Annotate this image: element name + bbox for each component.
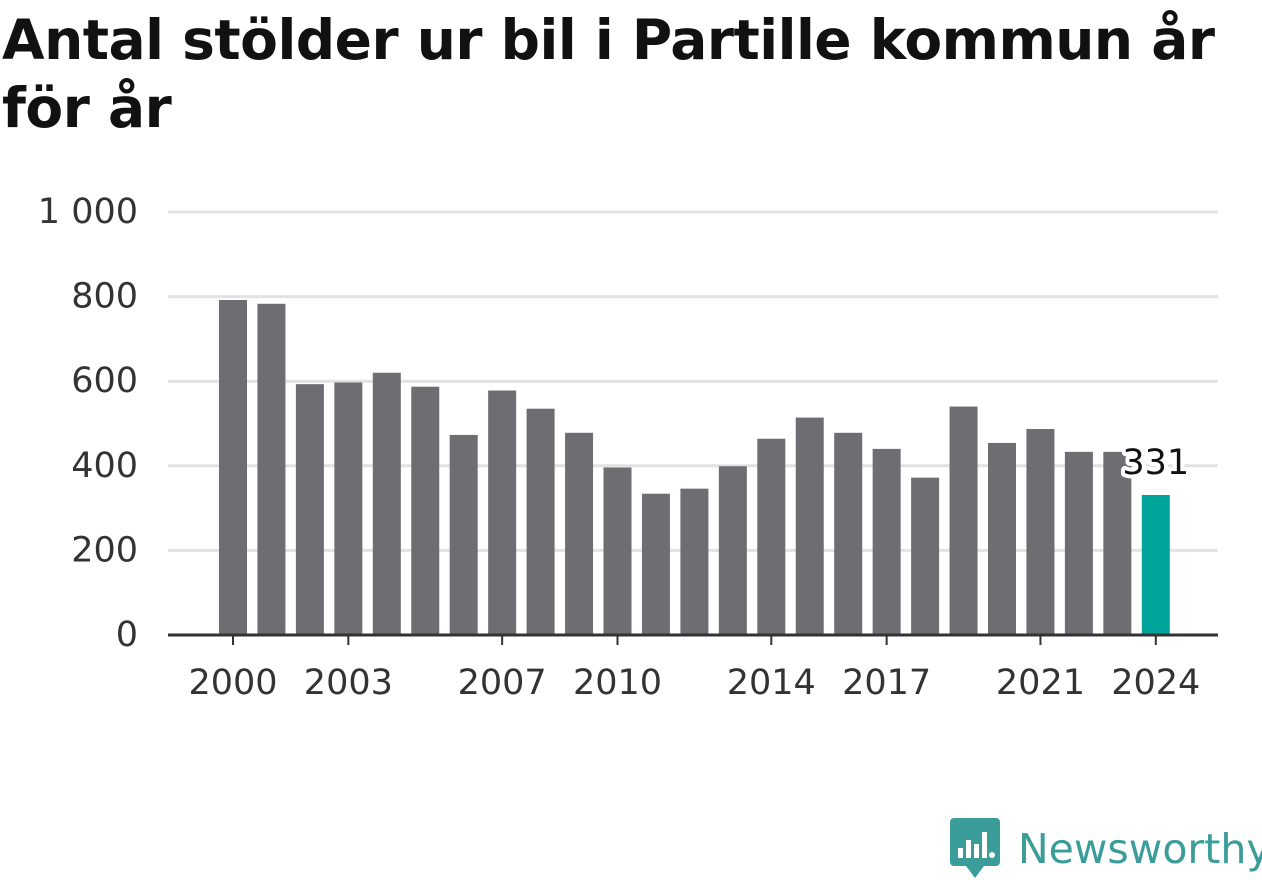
x-tick-label: 2000 [188,663,277,703]
bar [795,417,824,635]
bar [1026,428,1055,635]
bar [757,438,786,635]
bar [949,406,978,635]
x-tick-label: 2024 [1111,663,1200,703]
bar [911,477,940,635]
bars [219,299,1170,635]
bar [680,488,709,635]
highlight-data-label: 331 [1122,443,1189,483]
bar [526,408,555,635]
chart-title: Antal stölder ur bil i Partille kommun å… [2,8,1215,140]
bar [295,384,324,635]
labels: 0 200 400 600 800 1 000 2000 2003 2007 2010 2014 20… [38,192,1201,703]
x-tick-label: 2003 [304,663,393,703]
y-tick-label: 600 [71,361,138,401]
bar [1064,451,1093,635]
bar [334,382,363,635]
x-tick-label: 2021 [996,663,1085,703]
bar [219,299,247,635]
bar [641,493,670,635]
bar-highlight [1141,494,1170,635]
y-tick-label: 1 000 [38,192,138,232]
bar [872,448,901,635]
bar [1103,451,1132,635]
x-tick-label: 2017 [842,663,931,703]
y-tick-label: 0 [116,615,138,655]
bar [603,467,632,635]
newsworthy-logo: Newsworthy [950,818,1262,880]
bar [988,442,1016,635]
brand-name: Newsworthy [1018,825,1262,873]
bar [372,372,401,635]
bar [488,390,517,635]
bar [834,432,863,635]
bar [411,386,440,635]
y-tick-label: 200 [71,530,138,570]
x-tick-label: 2007 [458,663,547,703]
x-axis [168,633,1218,645]
x-tick-label: 2014 [727,663,816,703]
bar [565,432,594,635]
y-tick-label: 400 [71,446,138,486]
bar [449,434,478,635]
y-tick-label: 800 [71,277,138,317]
x-tick-label: 2010 [573,663,662,703]
newsworthy-logo-icon [950,818,1000,878]
bar [257,303,286,635]
bar [718,466,747,635]
